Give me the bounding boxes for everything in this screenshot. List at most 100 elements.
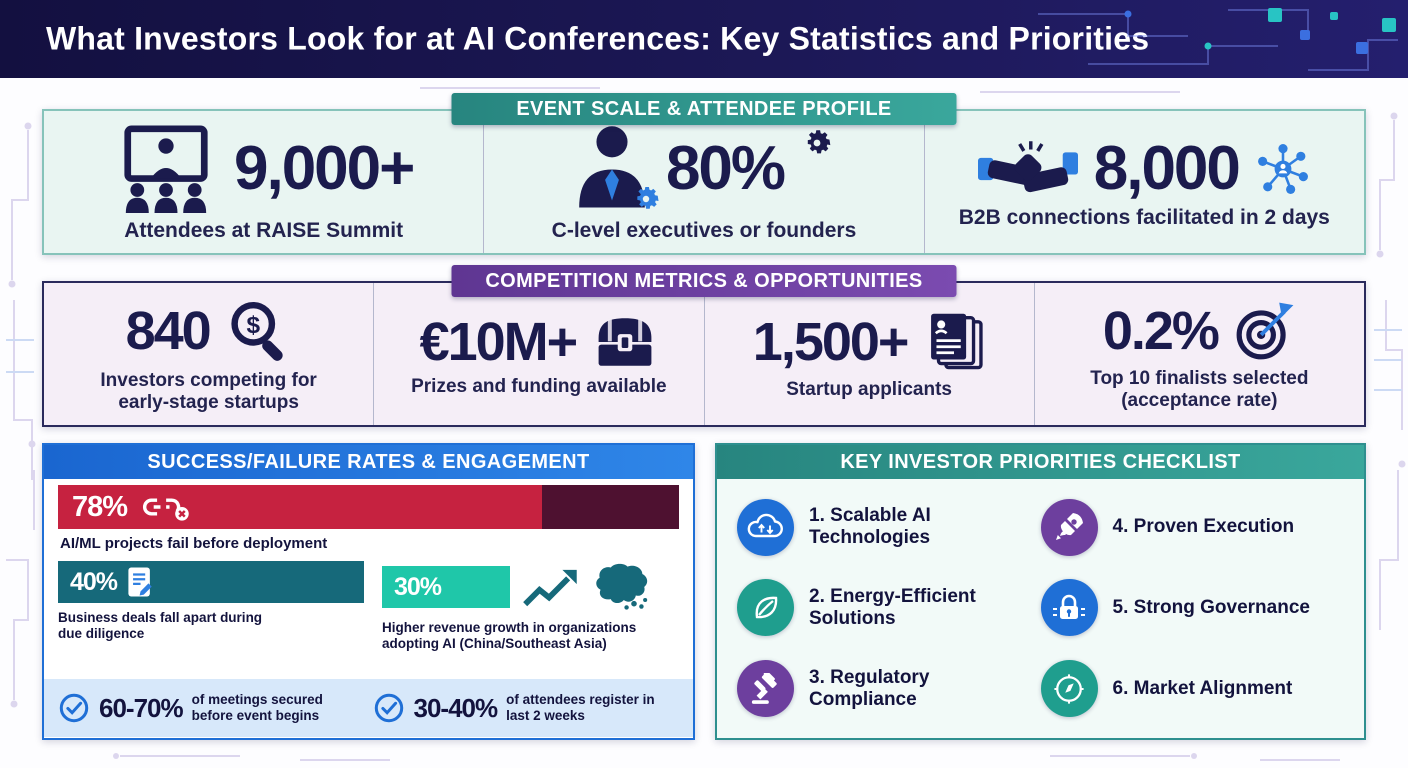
checklist-label-text: Energy-Efficient Solutions bbox=[809, 586, 976, 629]
checklist-label-text: Market Alignment bbox=[1133, 677, 1293, 699]
executive-icon bbox=[579, 126, 645, 208]
competition-panel: 840 $ Investors competing for early-stag… bbox=[42, 281, 1366, 427]
checklist-label: 2. Energy-Efficient Solutions bbox=[809, 586, 1019, 630]
circuit-decoration-icon bbox=[1038, 8, 1398, 71]
stat-prizes-label: Prizes and funding available bbox=[411, 376, 667, 398]
success-failure-panel: SUCCESS/FAILURE RATES & ENGAGEMENT 78% A… bbox=[42, 443, 695, 740]
stat-b2b-connections: 8,000 bbox=[923, 111, 1364, 253]
bar-fill-78: 78% bbox=[58, 485, 543, 529]
event-scale-stats-row: 9,000+ Attendees at RAISE Summit bbox=[44, 111, 1364, 253]
growth-arrow-icon bbox=[523, 570, 577, 607]
stat-acceptance-label: Top 10 finalists selected (acceptance ra… bbox=[1090, 368, 1309, 411]
broken-link-icon bbox=[143, 498, 189, 521]
stat-prizes-value: €10M+ bbox=[419, 312, 579, 373]
magnifier-dollar-icon: $ bbox=[231, 302, 283, 361]
fact-meetings-secured: 60-70% of meetings secured before event … bbox=[58, 692, 365, 724]
bar-40-column: 40% Business deals fall apart during due… bbox=[58, 561, 364, 652]
checklist-number: 5. bbox=[1112, 597, 1129, 619]
section-title-event-scale: EVENT SCALE & ATTENDEE PROFILE bbox=[451, 93, 957, 125]
stat-applicants: 1,500+ Startup applicants bbox=[703, 283, 1034, 425]
priorities-checklist-title: KEY INVESTOR PRIORITIES CHECKLIST bbox=[717, 445, 1364, 479]
stat-acceptance-top: 0.2% bbox=[1103, 300, 1296, 362]
stat-attendees-top: 9,000+ bbox=[114, 125, 415, 213]
bar-30-column: 30% Higher revenue growth in organizatio… bbox=[382, 561, 679, 652]
checklist-number: 1. bbox=[809, 505, 825, 527]
cloud-scale-icon bbox=[747, 514, 783, 538]
competition-stats-row: 840 $ Investors competing for early-stag… bbox=[44, 283, 1364, 425]
compass-icon bbox=[1054, 674, 1084, 704]
stat-investors-top: 840 $ bbox=[126, 298, 292, 364]
checklist-label-text: Regulatory Compliance bbox=[809, 666, 930, 710]
bar-track-78: 78% bbox=[58, 485, 679, 529]
checklist-circle bbox=[737, 498, 794, 556]
stat-investors-value: 840 bbox=[125, 301, 212, 362]
fact-meetings-label: of meetings secured before event begins bbox=[191, 692, 323, 723]
startup-applications-icon bbox=[931, 313, 984, 370]
priorities-checklist-grid: 1. Scalable AI Technologies 2. Energy-Ef… bbox=[717, 479, 1364, 737]
gavel-icon bbox=[751, 672, 777, 704]
stat-investors-label: Investors competing for early-stage star… bbox=[100, 370, 317, 413]
checklist-item-energy-efficient: 2. Energy-Efficient Solutions bbox=[737, 579, 1041, 637]
leaf-energy-icon bbox=[755, 596, 777, 619]
secondary-bars-row: 40% Business deals fall apart during due… bbox=[58, 561, 679, 652]
checklist-circle bbox=[1040, 579, 1098, 637]
checklist-label: 4. Proven Execution bbox=[1113, 516, 1295, 538]
stat-executives: 80% C-level executives or founders bbox=[483, 111, 923, 253]
checklist-number: 2. bbox=[809, 586, 825, 608]
stat-investors: 840 $ Investors competing for early-stag… bbox=[44, 283, 373, 425]
bar-78-label: AI/ML projects fail before deployment bbox=[60, 535, 328, 552]
stat-b2b-top: 8,000 bbox=[977, 133, 1311, 203]
check-circle-icon bbox=[374, 693, 403, 723]
bar-78-value: 78% bbox=[72, 490, 128, 523]
bar-30-label: Higher revenue growth in organizations a… bbox=[382, 620, 637, 652]
success-failure-panel-body: 78% AI/ML projects fail before deploymen… bbox=[44, 479, 693, 737]
checklist-label: 3. Regulatory Compliance bbox=[809, 667, 1019, 711]
checklist-item-governance: 5. Strong Governance bbox=[1040, 579, 1345, 637]
fact-registration-value: 30-40% bbox=[413, 692, 499, 723]
priorities-checklist-panel: KEY INVESTOR PRIORITIES CHECKLIST 1. Sca… bbox=[715, 443, 1366, 740]
treasure-chest-icon bbox=[598, 318, 652, 366]
success-failure-panel-title: SUCCESS/FAILURE RATES & ENGAGEMENT bbox=[44, 445, 693, 479]
stat-executives-top: 80% bbox=[574, 124, 834, 213]
checklist-item-scalable-ai: 1. Scalable AI Technologies bbox=[737, 498, 1041, 556]
stat-attendees-value: 9,000+ bbox=[233, 133, 415, 203]
fact-late-registration: 30-40% of attendees register in last 2 w… bbox=[373, 692, 680, 724]
stat-executives-label: C-level executives or founders bbox=[551, 219, 857, 243]
checklist-circle bbox=[737, 579, 794, 637]
checklist-circle bbox=[1040, 498, 1098, 556]
checklist-item-proven-execution: 4. Proven Execution bbox=[1040, 498, 1345, 556]
checklist-label: 5. Strong Governance bbox=[1113, 597, 1310, 619]
asia-map-icon bbox=[596, 564, 648, 610]
presentation-audience-icon bbox=[124, 125, 208, 213]
bar-40-value: 40% bbox=[70, 567, 118, 596]
handshake-icon bbox=[977, 141, 1078, 193]
network-nodes-icon bbox=[1257, 143, 1308, 194]
fact-meetings-value: 60-70% bbox=[99, 692, 184, 723]
page-title: What Investors Look for at AI Conference… bbox=[46, 20, 1150, 57]
stat-applicants-top: 1,500+ bbox=[753, 311, 986, 373]
gear-icon bbox=[807, 130, 831, 154]
checklist-circle bbox=[1040, 660, 1098, 718]
checklist-label: 6. Market Alignment bbox=[1113, 678, 1293, 700]
stat-b2b-value: 8,000 bbox=[1093, 133, 1241, 203]
fact-registration-label: of attendees register in last 2 weeks bbox=[506, 692, 655, 723]
bar-30-value: 30% bbox=[394, 572, 442, 601]
stat-attendees-label: Attendees at RAISE Summit bbox=[124, 218, 404, 242]
bar-30-row: 30% bbox=[382, 561, 679, 613]
target-dart-icon bbox=[1236, 302, 1294, 360]
bar-fill-30: 30% bbox=[382, 566, 510, 609]
checklist-label: 1. Scalable AI Technologies bbox=[809, 505, 1019, 549]
checklist-number: 3. bbox=[809, 666, 825, 688]
checklist-number: 6. bbox=[1112, 677, 1129, 699]
checklist-number: 4. bbox=[1112, 516, 1129, 538]
section-title-competition: COMPETITION METRICS & OPPORTUNITIES bbox=[451, 265, 957, 297]
gear-icon bbox=[637, 187, 659, 210]
check-circle-icon bbox=[59, 693, 89, 723]
checklist-label-text: Proven Execution bbox=[1133, 516, 1295, 538]
checklist-label-text: Scalable AI Technologies bbox=[809, 505, 931, 549]
rocket-icon bbox=[1056, 513, 1083, 541]
svg-text:$: $ bbox=[246, 312, 260, 339]
checklist-circle bbox=[737, 660, 794, 718]
